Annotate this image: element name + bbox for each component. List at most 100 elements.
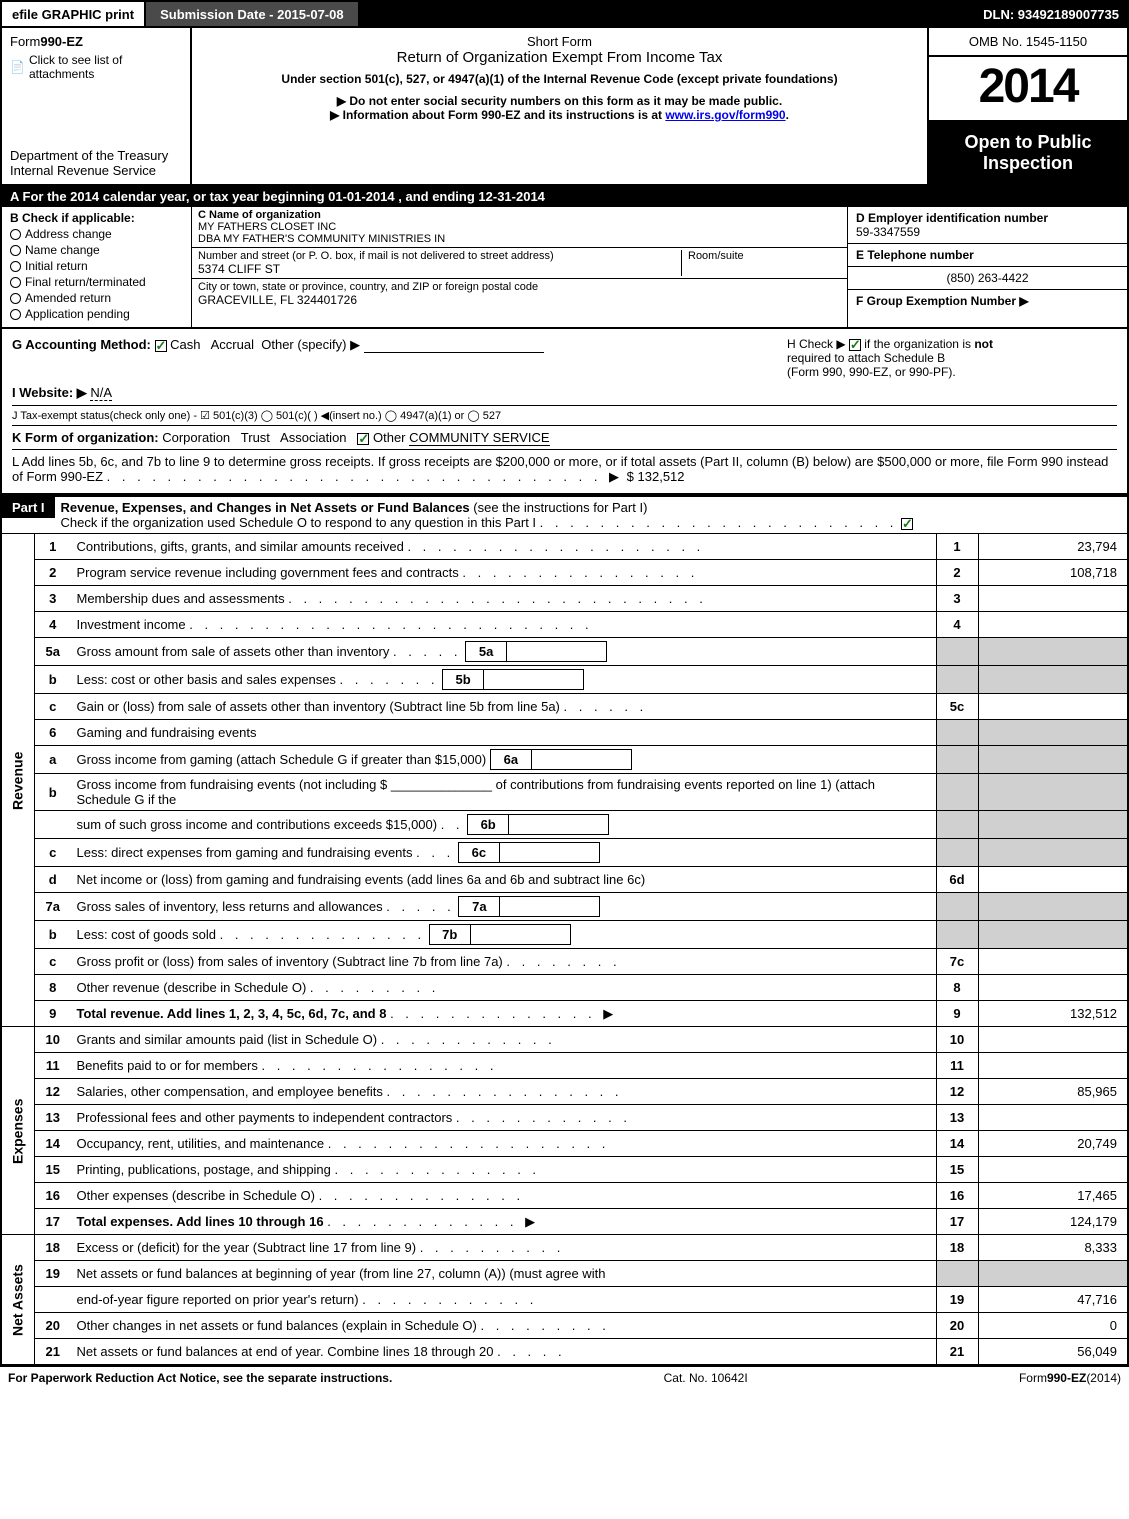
- line-value: [978, 1105, 1128, 1131]
- part-i-table: Revenue1Contributions, gifts, grants, an…: [0, 533, 1129, 1366]
- line-number: 1: [35, 534, 71, 560]
- line-text: Net assets or fund balances at beginning…: [71, 1261, 937, 1287]
- line-ref: 13: [936, 1105, 978, 1131]
- line-text: Less: cost of goods sold . . . . . . . .…: [71, 921, 937, 949]
- line-number: 17: [35, 1209, 71, 1235]
- line-ref: 11: [936, 1053, 978, 1079]
- col-b-option[interactable]: Amended return: [10, 291, 183, 305]
- attachments-link-label: Click to see list of attachments: [29, 53, 182, 81]
- under-section: Under section 501(c), 527, or 4947(a)(1)…: [202, 72, 917, 86]
- line-number: d: [35, 867, 71, 893]
- org-name-2: DBA MY FATHER'S COMMUNITY MINISTRIES IN: [198, 233, 841, 245]
- line-value: [978, 1053, 1128, 1079]
- line-ref: 14: [936, 1131, 978, 1157]
- line-text: Total expenses. Add lines 10 through 16 …: [71, 1209, 937, 1235]
- k-other-value: COMMUNITY SERVICE: [409, 430, 549, 446]
- schedule-o-checkbox[interactable]: [901, 518, 913, 530]
- other-specify-blank[interactable]: [364, 339, 544, 353]
- sub-ref: 6a: [490, 749, 532, 770]
- k-other-checkbox[interactable]: [357, 433, 369, 445]
- line-text: Gross sales of inventory, less returns a…: [71, 893, 937, 921]
- attachments-link[interactable]: 📄 Click to see list of attachments: [10, 53, 182, 81]
- line-value: [978, 867, 1128, 893]
- col-b-title: B Check if applicable:: [10, 211, 183, 225]
- col-b-option[interactable]: Final return/terminated: [10, 275, 183, 289]
- line-number: 5a: [35, 638, 71, 666]
- col-b-option[interactable]: Address change: [10, 227, 183, 241]
- line-number: 16: [35, 1183, 71, 1209]
- row-g-accounting: G Accounting Method: Cash Accrual Other …: [12, 337, 787, 379]
- footer-right: Form990-EZ(2014): [1019, 1371, 1121, 1385]
- line-number: 18: [35, 1235, 71, 1261]
- line-number: b: [35, 921, 71, 949]
- line-text: Gross income from fundraising events (no…: [71, 774, 937, 811]
- line-ref: 17: [936, 1209, 978, 1235]
- line-value-shaded: [978, 638, 1128, 666]
- sub-ref: 7b: [429, 924, 471, 945]
- line-text: Gross profit or (loss) from sales of inv…: [71, 949, 937, 975]
- line-row: bLess: cost or other basis and sales exp…: [1, 666, 1128, 694]
- dln-label: DLN: 93492189007735: [973, 0, 1129, 28]
- schedule-b-checkbox[interactable]: [849, 339, 861, 351]
- section-ghijkl: G Accounting Method: Cash Accrual Other …: [0, 329, 1129, 495]
- part-i-title-suffix: (see the instructions for Part I): [470, 500, 648, 515]
- part-i-check-dots: . . . . . . . . . . . . . . . . . . . . …: [540, 515, 898, 530]
- sub-ref: 7a: [458, 896, 500, 917]
- cash-checkbox[interactable]: [155, 340, 167, 352]
- k-other-label: Other: [373, 430, 406, 445]
- line-row: 7aGross sales of inventory, less returns…: [1, 893, 1128, 921]
- col-b-option[interactable]: Application pending: [10, 307, 183, 321]
- line-row: 6Gaming and fundraising events: [1, 720, 1128, 746]
- h-not: not: [974, 337, 993, 351]
- line-ref: 10: [936, 1027, 978, 1053]
- instructions-link[interactable]: www.irs.gov/form990: [665, 108, 785, 122]
- col-b-option[interactable]: Name change: [10, 243, 183, 257]
- part-i-badge: Part I: [2, 497, 55, 518]
- col-b-option[interactable]: Initial return: [10, 259, 183, 273]
- k-option: Trust: [237, 430, 277, 445]
- line-value-shaded: [978, 921, 1128, 949]
- dept-line1: Department of the Treasury: [10, 148, 182, 163]
- g-label: G Accounting Method:: [12, 337, 151, 352]
- line-number: c: [35, 694, 71, 720]
- dept-line2: Internal Revenue Service: [10, 163, 182, 178]
- line-ref-shaded: [936, 720, 978, 746]
- radio-icon: [10, 277, 21, 288]
- line-row: 13Professional fees and other payments t…: [1, 1105, 1128, 1131]
- line-number: 3: [35, 586, 71, 612]
- line-number: 8: [35, 975, 71, 1001]
- line-ref: 2: [936, 560, 978, 586]
- line-text: Other expenses (describe in Schedule O) …: [71, 1183, 937, 1209]
- line-value: [978, 949, 1128, 975]
- line-text: Program service revenue including govern…: [71, 560, 937, 586]
- line-a-tax-year: A For the 2014 calendar year, or tax yea…: [0, 186, 1129, 207]
- sub-val: [471, 924, 571, 945]
- warning-line-2: ▶ Information about Form 990-EZ and its …: [202, 108, 917, 122]
- line-value: [978, 586, 1128, 612]
- efile-print-button[interactable]: efile GRAPHIC print: [0, 0, 146, 28]
- line-text: Grants and similar amounts paid (list in…: [71, 1027, 937, 1053]
- row-h-schedule-b: H Check ▶ if the organization is not req…: [787, 337, 1117, 379]
- return-title: Return of Organization Exempt From Incom…: [202, 49, 917, 66]
- form-number-prefix: Form: [10, 34, 40, 49]
- room-suite-label: Room/suite: [681, 250, 841, 276]
- h-text2: if the organization is: [861, 337, 974, 351]
- line-text: Net assets or fund balances at end of ye…: [71, 1339, 937, 1365]
- line-number: 13: [35, 1105, 71, 1131]
- k-label: K Form of organization:: [12, 430, 159, 445]
- address-label: Number and street (or P. O. box, if mail…: [198, 250, 681, 262]
- line-text: Occupancy, rent, utilities, and maintena…: [71, 1131, 937, 1157]
- line-ref: 8: [936, 975, 978, 1001]
- header-center: Short Form Return of Organization Exempt…: [192, 28, 927, 184]
- telephone-value: (850) 263-4422: [848, 267, 1127, 290]
- open-line2: Inspection: [933, 153, 1123, 174]
- footer-right-form: 990-EZ: [1047, 1371, 1086, 1385]
- line-value: 124,179: [978, 1209, 1128, 1235]
- line-row: 2Program service revenue including gover…: [1, 560, 1128, 586]
- line-text: Professional fees and other payments to …: [71, 1105, 937, 1131]
- line-text: Less: cost or other basis and sales expe…: [71, 666, 937, 694]
- line-number: 19: [35, 1261, 71, 1287]
- sub-val: [500, 842, 600, 863]
- line-text: end-of-year figure reported on prior yea…: [71, 1287, 937, 1313]
- line-ref-shaded: [936, 1261, 978, 1287]
